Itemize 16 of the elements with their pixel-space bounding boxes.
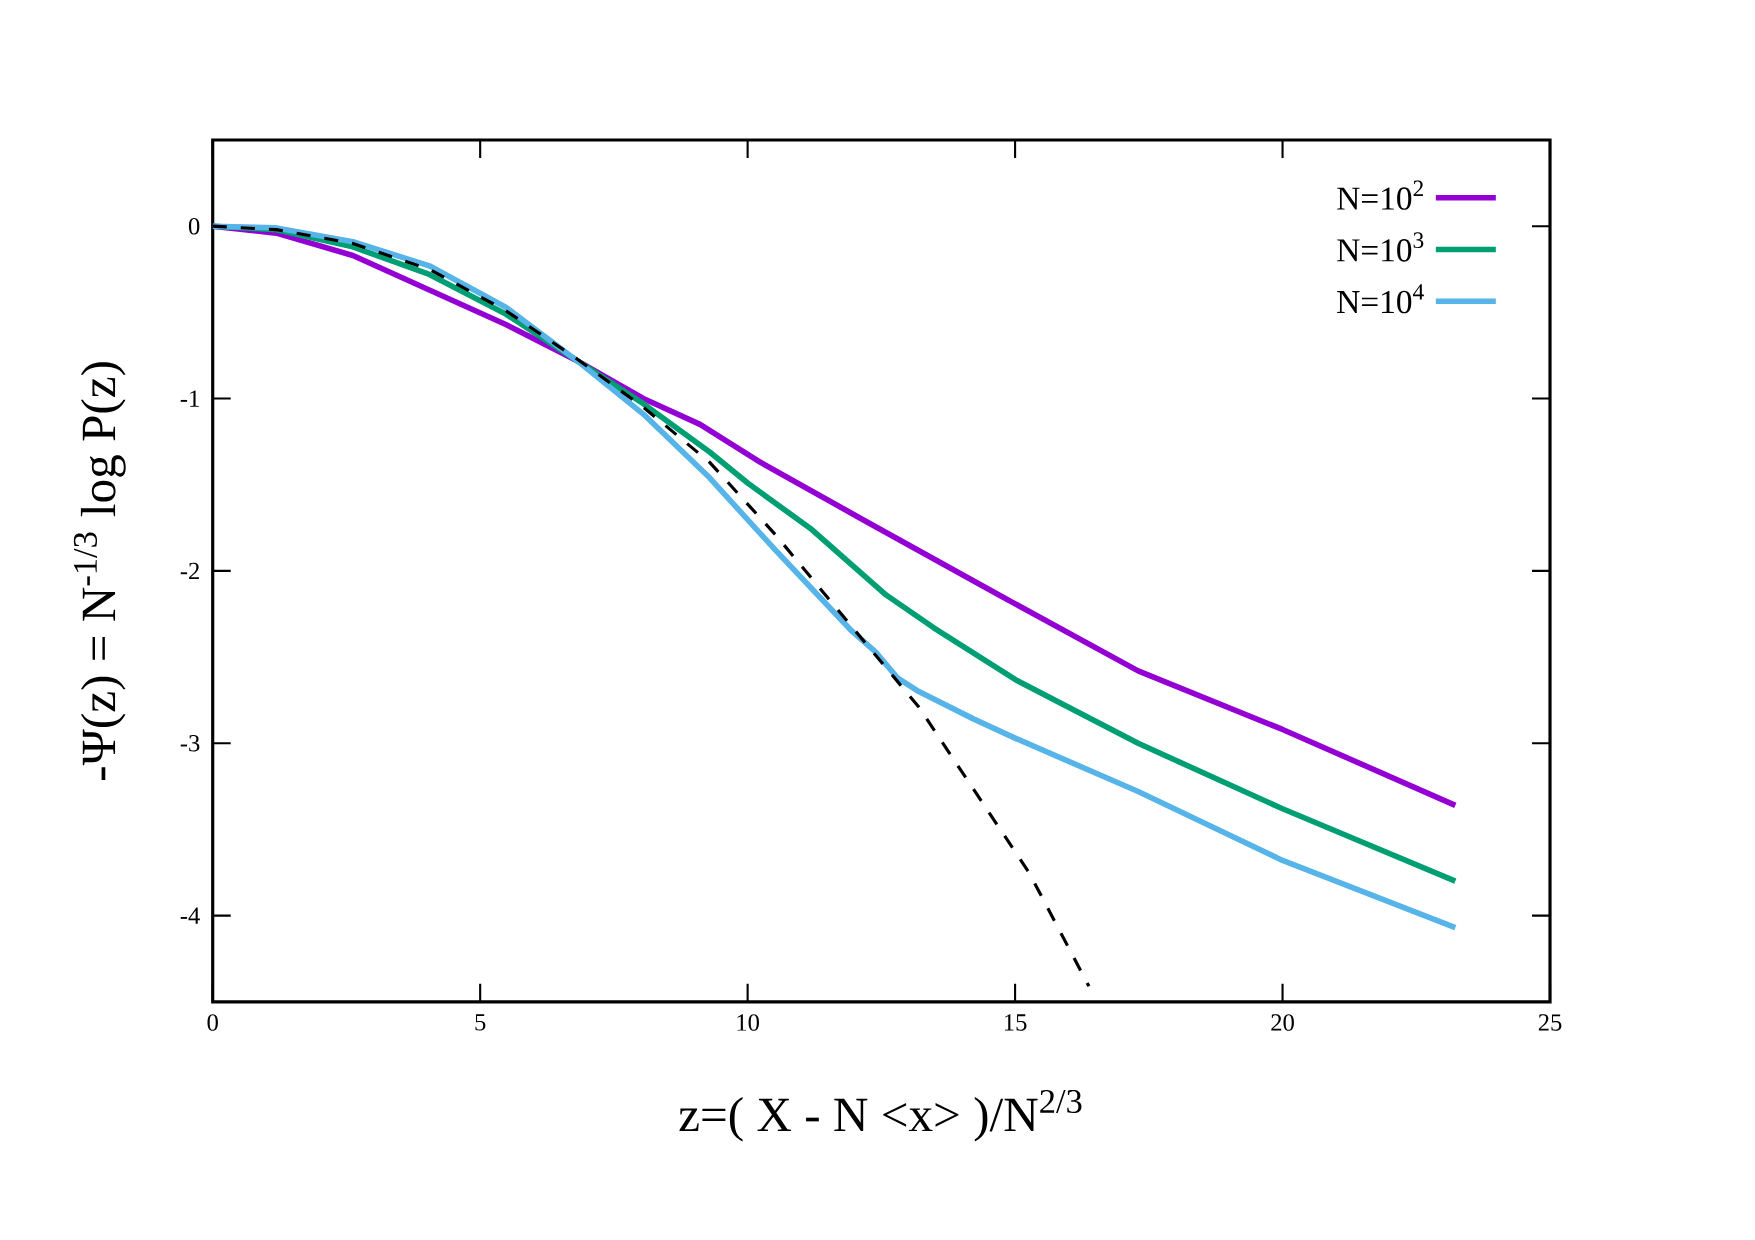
x-tick-label: 0 (207, 1014, 218, 1031)
y-tick-label: -4 (180, 907, 200, 924)
y-tick-label: -1 (180, 390, 199, 407)
x-tick-label: 20 (1271, 1014, 1294, 1031)
legend-label: N=10$^{3}$ (1337, 232, 1424, 262)
x-tick-label: 10 (737, 1014, 759, 1031)
x-tick-label: 5 (475, 1014, 486, 1031)
y-axis-title: -Ψ(z) = N$^{-1/3}$ log P(z) (73, 362, 126, 781)
x-tick-label: 25 (1538, 1014, 1562, 1031)
y-tick-label: -2 (180, 562, 199, 580)
x-axis-title: z=( X - N <x> )/N$^{2/3}$ (679, 1089, 1082, 1142)
y-tick-label: 0 (188, 217, 200, 235)
x-tick-label: 15 (1004, 1014, 1027, 1031)
y-tick-label: -3 (180, 735, 200, 752)
legend-label: N=10$^{2}$ (1337, 180, 1423, 210)
legend-label: N=10$^{4}$ (1337, 284, 1424, 314)
